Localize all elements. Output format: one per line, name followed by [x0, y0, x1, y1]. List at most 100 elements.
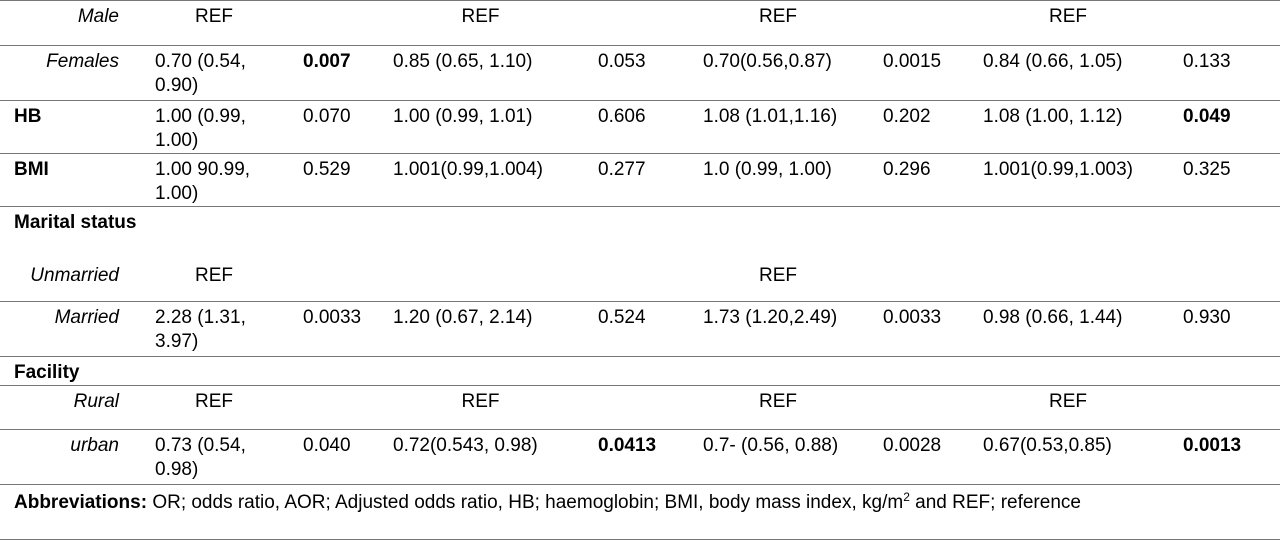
- table-cell: 0.72(0.543, 0.98): [383, 429, 588, 485]
- row-label: Male: [0, 0, 145, 46]
- table-cell: [693, 356, 873, 386]
- table-cell: [873, 385, 973, 430]
- table-cell: 0.84 (0.66, 1.05): [973, 45, 1173, 101]
- table-cell: [588, 259, 693, 302]
- row-label: Married: [0, 301, 145, 357]
- results-table: Male REF REF REF REF Females 0.70 (0.54, 0.90)…: [0, 0, 1280, 485]
- table-cell: [145, 356, 293, 386]
- table-cell: 1.00 (0.99, 1.00): [145, 100, 293, 154]
- table-cell: 0.529: [293, 153, 383, 207]
- table-cell: 1.73 (1.20,2.49): [693, 301, 873, 357]
- table-cell: REF: [145, 0, 293, 46]
- table-row: Unmarried REF REF: [0, 259, 1280, 302]
- table-row: urban 0.73 (0.54, 0.98) 0.040 0.72(0.543, 0…: [0, 429, 1280, 485]
- table-cell: 0.040: [293, 429, 383, 485]
- table-cell: 1.001(0.99,1.003): [973, 153, 1173, 207]
- table-cell: 1.08 (1.01,1.16): [693, 100, 873, 154]
- table-cell: 0.98 (0.66, 1.44): [973, 301, 1173, 357]
- table-cell: [293, 385, 383, 430]
- table-cell: [293, 356, 383, 386]
- table-cell: 1.00 (0.99, 1.01): [383, 100, 588, 154]
- table-cell: 0.67(0.53,0.85): [973, 429, 1173, 485]
- table-cell: 1.20 (0.67, 2.14): [383, 301, 588, 357]
- table-cell: [293, 259, 383, 302]
- table-cell: 0.70 (0.54, 0.90): [145, 45, 293, 101]
- table-row: BMI 1.00 90.99, 1.00) 0.529 1.001(0.99,1.00…: [0, 153, 1280, 207]
- table-cell: 0.0413: [588, 429, 693, 485]
- table-cell: [973, 207, 1173, 260]
- table-cell: [588, 207, 693, 260]
- table-cell: [873, 207, 973, 260]
- table-cell: [1173, 0, 1280, 46]
- table-cell: 0.73 (0.54, 0.98): [145, 429, 293, 485]
- row-label: Facility: [0, 356, 145, 386]
- table-cell: REF: [693, 385, 873, 430]
- table-cell: [293, 0, 383, 46]
- footnote: Abbreviations: OR; odds ratio, AOR; Adju…: [0, 485, 1280, 540]
- table-cell: 0.049: [1173, 100, 1280, 154]
- table-cell: 1.001(0.99,1.004): [383, 153, 588, 207]
- row-label: Marital status: [14, 212, 137, 233]
- table-cell: [588, 356, 693, 386]
- table-cell: 2.28 (1.31, 3.97): [145, 301, 293, 357]
- table-cell: 0.0015: [873, 45, 973, 101]
- table-cell: [1173, 356, 1280, 386]
- row-label: BMI: [0, 153, 145, 207]
- table-row: Male REF REF REF REF: [0, 0, 1280, 46]
- table-cell: [145, 207, 293, 260]
- table-cell: REF: [383, 385, 588, 430]
- table-cell: [293, 207, 383, 260]
- table-row: Females 0.70 (0.54, 0.90) 0.007 0.85 (0.65,…: [0, 45, 1280, 101]
- footnote-text: OR; odds ratio, AOR; Adjusted odds ratio…: [152, 492, 904, 513]
- table-cell: 0.0028: [873, 429, 973, 485]
- table-cell: 0.7- (0.56, 0.88): [693, 429, 873, 485]
- table-row: Rural REF REF REF REF: [0, 385, 1280, 430]
- table-cell: 0.930: [1173, 301, 1280, 357]
- table-cell: REF: [145, 259, 293, 302]
- table-cell: 0.606: [588, 100, 693, 154]
- table-cell: REF: [145, 385, 293, 430]
- table-cell: [588, 385, 693, 430]
- table-cell: 0.0033: [293, 301, 383, 357]
- table-cell: 1.0 (0.99, 1.00): [693, 153, 873, 207]
- table-cell: 0.70(0.56,0.87): [693, 45, 873, 101]
- table-cell: 0.133: [1173, 45, 1280, 101]
- table-cell: REF: [383, 0, 588, 46]
- row-label: Females: [0, 45, 145, 101]
- footnote-superscript: 2: [903, 490, 910, 504]
- table-cell: 0.0033: [873, 301, 973, 357]
- table-cell: 1.08 (1.00, 1.12): [973, 100, 1173, 154]
- table-cell: REF: [973, 385, 1173, 430]
- table-row: HB 1.00 (0.99, 1.00) 0.070 1.00 (0.99, 1.01…: [0, 100, 1280, 154]
- row-label: urban: [0, 429, 145, 485]
- table-cell: 0.277: [588, 153, 693, 207]
- table-cell: [693, 207, 873, 260]
- table-row: Facility: [0, 356, 1280, 386]
- table-cell: [973, 356, 1173, 386]
- row-label: Rural: [0, 385, 145, 430]
- table-cell: 0.296: [873, 153, 973, 207]
- table-cell: REF: [693, 259, 873, 302]
- table-cell: [1173, 259, 1280, 302]
- table-cell: 0.524: [588, 301, 693, 357]
- table-cell: [588, 0, 693, 46]
- row-label: Unmarried: [0, 259, 145, 302]
- table-cell: 0.007: [293, 45, 383, 101]
- table-cell: [873, 259, 973, 302]
- table-cell: 0.202: [873, 100, 973, 154]
- table-cell: 0.070: [293, 100, 383, 154]
- footnote-label: Abbreviations:: [14, 492, 148, 513]
- table-cell: [973, 259, 1173, 302]
- row-label: HB: [0, 100, 145, 154]
- table-cell: REF: [693, 0, 873, 46]
- table-cell: 0.0013: [1173, 429, 1280, 485]
- table-cell: [873, 0, 973, 46]
- table-cell: [383, 207, 588, 260]
- footnote-text-end: and REF; reference: [909, 492, 1081, 513]
- table-cell: 1.00 90.99, 1.00): [145, 153, 293, 207]
- table-cell: 0.85 (0.65, 1.10): [383, 45, 588, 101]
- table-row: Married 2.28 (1.31, 3.97) 0.0033 1.20 (0.67…: [0, 301, 1280, 357]
- table-cell: [873, 356, 973, 386]
- table-cell: [383, 259, 588, 302]
